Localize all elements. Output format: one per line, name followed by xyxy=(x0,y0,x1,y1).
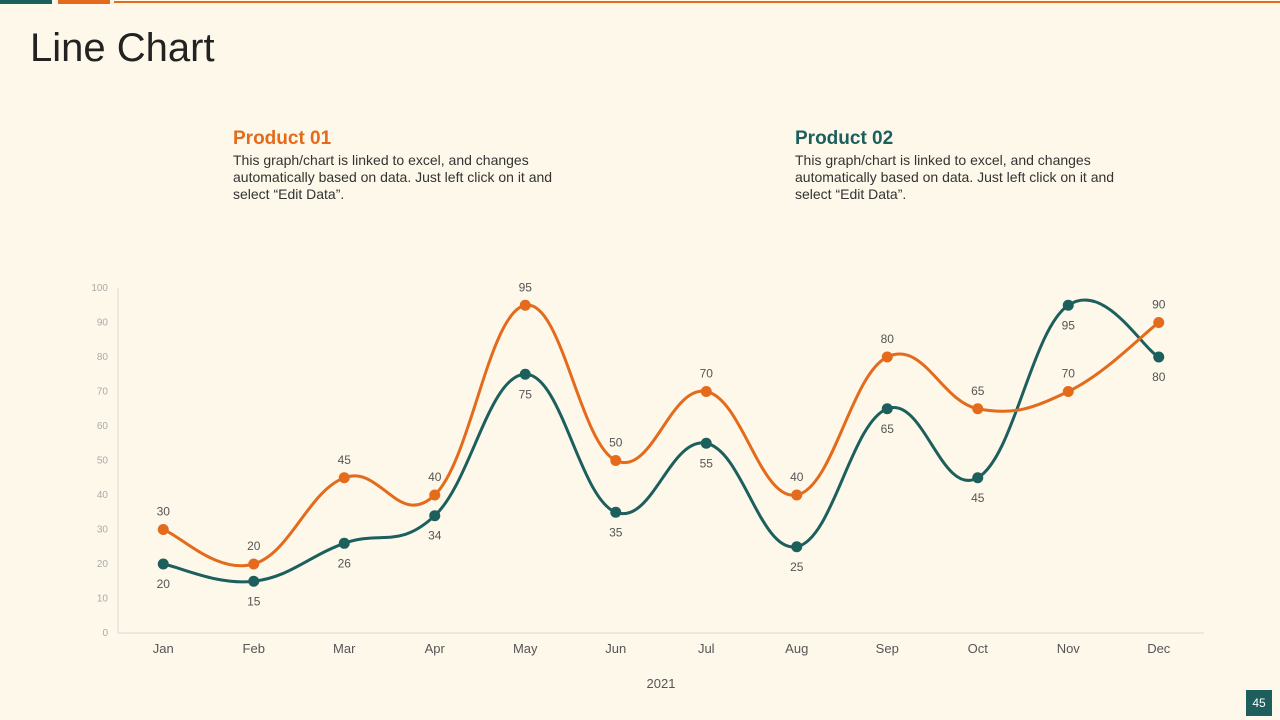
series-2-point xyxy=(700,437,712,449)
series-2-point xyxy=(791,541,803,553)
series-2-point xyxy=(610,506,622,518)
series-1-data-label: 80 xyxy=(881,332,895,346)
series-2-point xyxy=(972,472,984,484)
y-tick-label: 50 xyxy=(97,456,109,467)
series-2-point xyxy=(519,368,531,380)
series-1-point xyxy=(338,472,350,484)
series-2-point xyxy=(1153,351,1165,363)
x-tick-label: Nov xyxy=(1057,641,1081,656)
series-1-point xyxy=(429,489,441,501)
legend-product-01-description: This graph/chart is linked to excel, and… xyxy=(233,152,553,202)
y-tick-label: 0 xyxy=(102,628,108,639)
series-1-point xyxy=(700,386,712,397)
series-1-data-label: 90 xyxy=(1152,298,1166,312)
series-1-point xyxy=(248,558,260,570)
series-2-data-label: 20 xyxy=(157,577,171,591)
series-1-data-label: 30 xyxy=(157,505,171,519)
legend-product-01: Product 01 This graph/chart is linked to… xyxy=(233,128,563,203)
series-2-point xyxy=(338,537,350,549)
legend-product-02-name: Product 02 xyxy=(795,128,894,149)
series-2-data-label: 80 xyxy=(1152,370,1166,384)
series-1-point xyxy=(881,351,893,363)
series-1-data-label: 70 xyxy=(1062,367,1076,381)
y-tick-label: 90 xyxy=(97,318,109,329)
x-axis-title: 2021 xyxy=(647,676,676,691)
y-tick-label: 80 xyxy=(97,352,109,363)
series-1-point xyxy=(972,403,984,415)
series-2-data-label: 34 xyxy=(428,529,442,543)
legend-product-02: Product 02 This graph/chart is linked to… xyxy=(795,128,1125,203)
series-2-data-label: 65 xyxy=(881,422,895,436)
page-number: 45 xyxy=(1246,690,1272,716)
accent-orange xyxy=(58,0,110,4)
series-1-data-label: 65 xyxy=(971,384,985,398)
series-2-point xyxy=(248,575,260,587)
x-tick-label: Sep xyxy=(876,641,899,656)
series-2-data-label: 75 xyxy=(519,387,533,401)
y-tick-label: 40 xyxy=(97,490,109,501)
series-1-point xyxy=(791,489,803,501)
series-2-data-label: 25 xyxy=(790,560,804,574)
series-2-point xyxy=(881,403,893,415)
series-2-data-label: 55 xyxy=(700,456,714,470)
x-tick-label: May xyxy=(513,641,538,656)
series-1-point xyxy=(1153,317,1165,328)
legend-product-02-description: This graph/chart is linked to excel, and… xyxy=(795,152,1115,202)
x-tick-label: Aug xyxy=(785,641,808,656)
accent-line xyxy=(114,1,1280,3)
y-tick-label: 60 xyxy=(97,421,109,432)
x-tick-label: Apr xyxy=(425,641,446,656)
series-line-1 xyxy=(162,303,1160,568)
series-line-2 xyxy=(162,298,1160,584)
x-tick-label: Oct xyxy=(968,641,989,656)
x-tick-label: Dec xyxy=(1147,641,1171,656)
series-1-point xyxy=(610,455,622,466)
series-1-data-label: 20 xyxy=(247,539,261,553)
series-1-point xyxy=(157,524,169,535)
series-2-data-label: 15 xyxy=(247,594,261,608)
series-1-data-label: 95 xyxy=(519,280,533,294)
series-2-data-label: 95 xyxy=(1062,318,1076,332)
y-tick-label: 10 xyxy=(97,594,109,605)
series-1-data-label: 40 xyxy=(790,470,804,484)
series-2-point xyxy=(429,510,441,522)
y-tick-label: 70 xyxy=(97,387,109,398)
series-1-data-label: 45 xyxy=(338,453,352,467)
y-tick-label: 100 xyxy=(91,283,108,294)
series-1-data-label: 40 xyxy=(428,470,442,484)
series-1-point xyxy=(519,299,531,311)
y-tick-label: 20 xyxy=(97,559,109,570)
x-tick-label: Feb xyxy=(243,641,265,656)
series-2-point xyxy=(157,558,169,570)
series-1-point xyxy=(1062,386,1074,397)
x-tick-label: Jan xyxy=(153,641,174,656)
x-tick-label: Jun xyxy=(605,641,626,656)
series-2-data-label: 45 xyxy=(971,491,985,505)
series-1-data-label: 50 xyxy=(609,436,623,450)
series-1-data-label: 70 xyxy=(700,367,714,381)
page-title: Line Chart xyxy=(30,26,215,70)
series-2-point xyxy=(1062,299,1074,311)
x-tick-label: Jul xyxy=(698,641,715,656)
x-tick-label: Mar xyxy=(333,641,356,656)
legend-product-01-name: Product 01 xyxy=(233,128,332,149)
y-tick-label: 30 xyxy=(97,525,109,536)
accent-teal xyxy=(0,0,52,4)
top-accent-bar xyxy=(0,0,1280,6)
series-2-data-label: 35 xyxy=(609,525,623,539)
series-2-data-label: 26 xyxy=(338,556,352,570)
